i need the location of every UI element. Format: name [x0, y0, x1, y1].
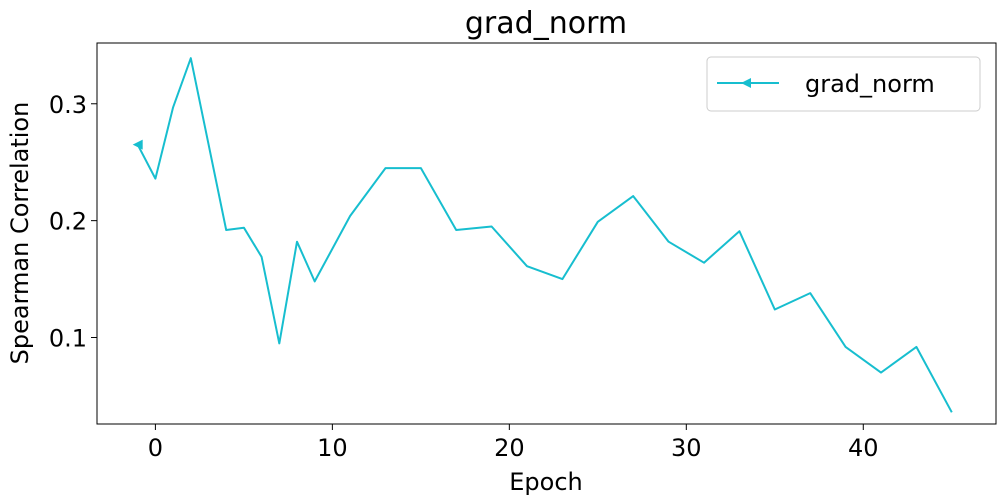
y-axis-label: Spearman Correlation — [6, 102, 34, 365]
y-axis: 0.1 0.2 0.3 — [49, 91, 97, 353]
y-tick-label: 0.3 — [49, 91, 87, 119]
x-axis-label: Epoch — [509, 468, 583, 496]
series-start-marker — [132, 139, 143, 150]
x-tick-label: 0 — [148, 434, 163, 462]
legend: grad_norm — [706, 56, 981, 112]
legend-box — [706, 56, 981, 112]
y-tick-label: 0.1 — [49, 325, 87, 353]
chart-title: grad_norm — [465, 6, 627, 41]
x-tick-label: 20 — [494, 434, 525, 462]
legend-label: grad_norm — [805, 70, 935, 98]
series-layer — [132, 57, 953, 413]
x-axis: 0 10 20 30 40 — [148, 424, 879, 462]
legend-marker — [741, 78, 751, 88]
x-tick-label: 10 — [317, 434, 348, 462]
series-line — [136, 57, 953, 413]
x-tick-label: 40 — [848, 434, 879, 462]
y-tick-label: 0.2 — [49, 208, 87, 236]
x-tick-label: 30 — [671, 434, 702, 462]
